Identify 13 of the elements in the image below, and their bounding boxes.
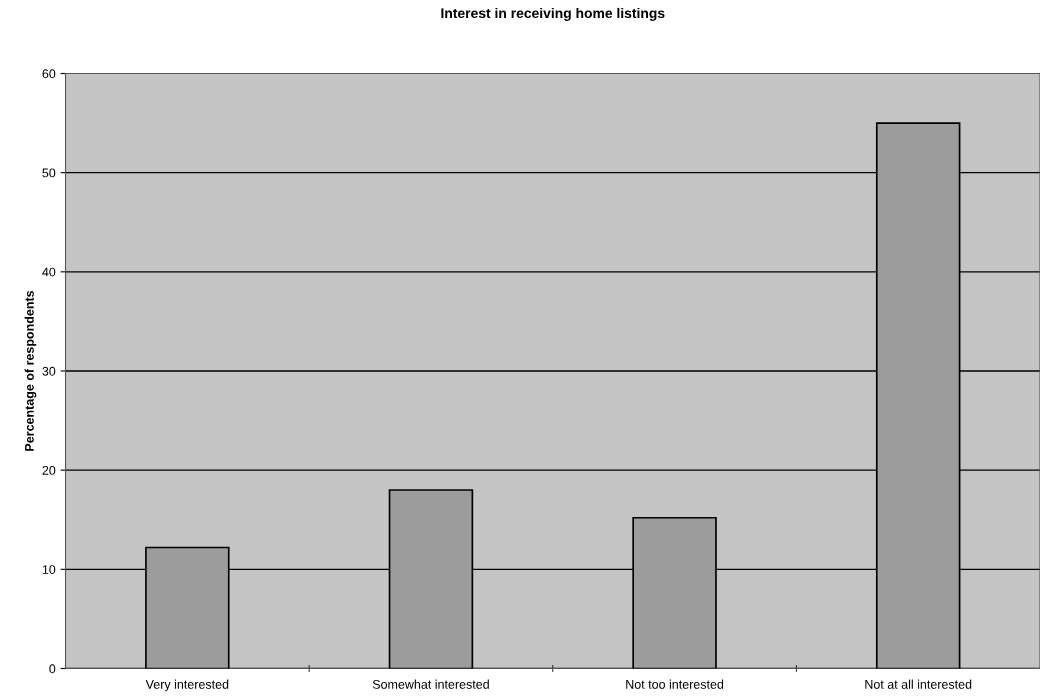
- y-tick-label: 20: [42, 465, 56, 475]
- chart-title: Interest in receiving home listings: [441, 7, 665, 21]
- y-axis-title: Percentage of respondents: [24, 290, 37, 451]
- y-tick-label: 60: [42, 69, 56, 79]
- y-tick-label: 40: [42, 267, 56, 277]
- x-tick-label: Not too interested: [626, 679, 724, 689]
- x-tick-label: Not at all interested: [865, 679, 972, 689]
- y-tick-label: 50: [42, 168, 56, 178]
- y-tick-label: 10: [42, 565, 56, 574]
- x-tick-label: Very interested: [145, 679, 229, 692]
- y-tick-label: 30: [42, 366, 56, 376]
- y-tick-label: 0: [49, 664, 56, 674]
- x-tick-label: Somewhat interested: [372, 679, 489, 689]
